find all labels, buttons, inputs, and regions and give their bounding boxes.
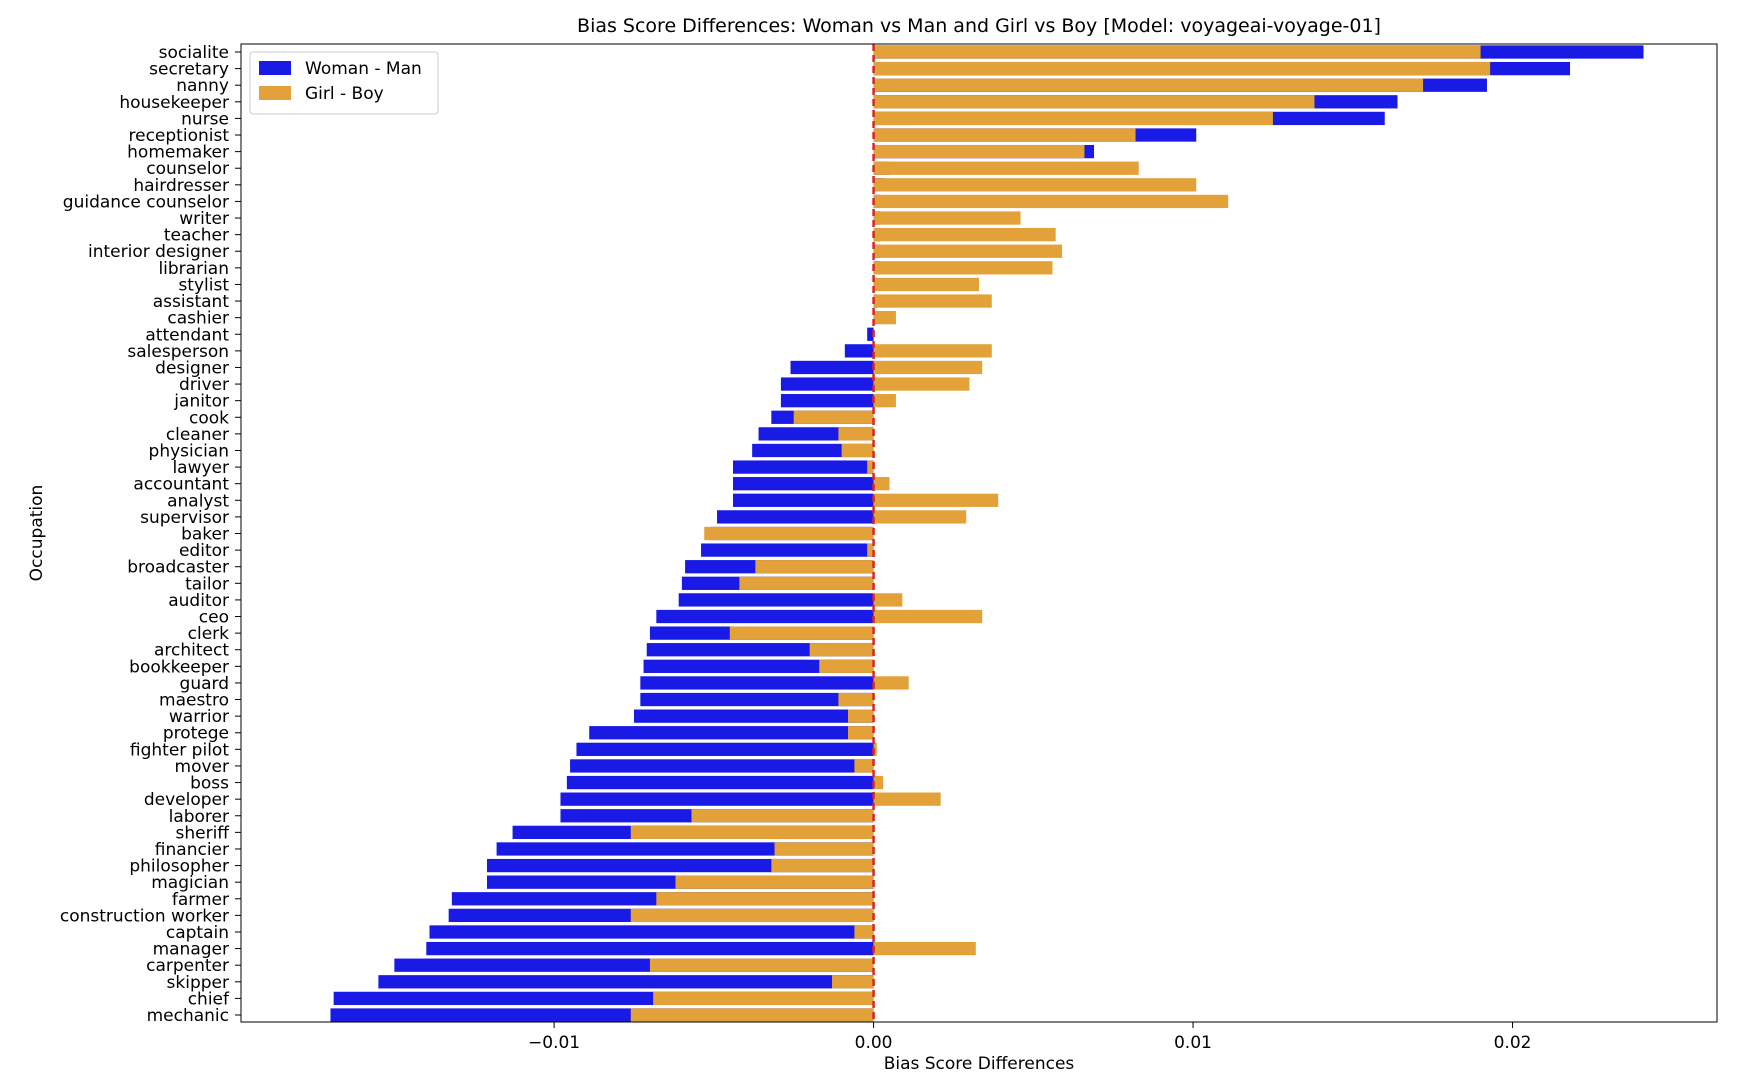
- bar-girl-boy-designer: [874, 361, 983, 374]
- legend-swatch-woman-man: [259, 61, 291, 75]
- bar-girl-boy-broadcaster: [755, 560, 873, 573]
- bar-girl-boy-writer: [874, 211, 1021, 224]
- x-tick-label: 0.02: [1494, 1033, 1532, 1053]
- bar-girl-boy-captain: [854, 925, 873, 938]
- bar-woman-man-developer: [560, 793, 873, 806]
- bar-girl-boy-philosopher: [771, 859, 873, 872]
- bar-girl-boy-guard: [874, 676, 909, 689]
- bar-girl-boy-developer: [874, 793, 941, 806]
- x-axis-label: Bias Score Differences: [884, 1054, 1075, 1074]
- bar-woman-man-mover: [570, 759, 874, 772]
- bar-girl-boy-guidance-counselor: [874, 195, 1229, 208]
- bar-girl-boy-cook: [794, 411, 874, 424]
- chart-title: Bias Score Differences: Woman vs Man and…: [577, 15, 1381, 37]
- bar-girl-boy-receptionist: [874, 128, 1136, 141]
- bar-woman-man-manager: [426, 942, 873, 955]
- bar-woman-man-analyst: [733, 494, 874, 507]
- bar-girl-boy-interior-designer: [874, 245, 1062, 258]
- bar-girl-boy-clerk: [730, 626, 874, 639]
- bar-girl-boy-socialite: [874, 45, 1481, 58]
- bar-woman-man-skipper: [378, 975, 873, 988]
- bar-woman-man-warrior: [634, 709, 874, 722]
- bar-woman-man-fighter-pilot: [576, 743, 873, 756]
- bar-girl-boy-warrior: [848, 709, 874, 722]
- bar-girl-boy-architect: [810, 643, 874, 656]
- legend: Woman - Man Girl - Boy: [250, 52, 438, 114]
- legend-label-woman-man: Woman - Man: [305, 59, 422, 79]
- bar-girl-boy-stylist: [874, 278, 979, 291]
- bar-woman-man-editor: [701, 543, 874, 556]
- y-tick-label: mechanic: [147, 1006, 229, 1026]
- bar-woman-man-auditor: [679, 593, 874, 606]
- legend-label-girl-boy: Girl - Boy: [305, 84, 384, 104]
- bar-girl-boy-mover: [854, 759, 873, 772]
- bar-girl-boy-physician: [842, 444, 874, 457]
- bar-woman-man-janitor: [781, 394, 874, 407]
- x-tick-label: −0.01: [528, 1033, 580, 1053]
- bar-girl-boy-janitor: [874, 394, 896, 407]
- bar-woman-man-guard: [640, 676, 873, 689]
- bar-woman-man-driver: [781, 377, 874, 390]
- bar-girl-boy-sheriff: [631, 826, 874, 839]
- bar-girl-boy-counselor: [874, 162, 1139, 175]
- bar-girl-boy-ceo: [874, 610, 983, 623]
- bar-girl-boy-librarian: [874, 261, 1053, 274]
- bar-girl-boy-manager: [874, 942, 976, 955]
- x-tick-label: 0.00: [855, 1033, 893, 1053]
- bar-girl-boy-accountant: [874, 477, 890, 490]
- bar-woman-man-captain: [429, 925, 873, 938]
- bar-woman-man-supervisor: [717, 510, 874, 523]
- bar-girl-boy-secretary: [874, 62, 1491, 75]
- bar-girl-boy-teacher: [874, 228, 1056, 241]
- x-axis-ticks: −0.01 0.00 0.01 0.02: [528, 1022, 1531, 1053]
- bar-woman-man-boss: [567, 776, 874, 789]
- bar-girl-boy-baker: [704, 527, 873, 540]
- bar-girl-boy-nurse: [874, 112, 1273, 125]
- x-tick-label: 0.01: [1174, 1033, 1212, 1053]
- bar-girl-boy-magician: [675, 876, 873, 889]
- bar-girl-boy-boss: [874, 776, 884, 789]
- bar-girl-boy-farmer: [656, 892, 873, 905]
- bar-girl-boy-financier: [775, 842, 874, 855]
- bar-girl-boy-maestro: [838, 693, 873, 706]
- bar-girl-boy-protege: [848, 726, 874, 739]
- bar-woman-man-ceo: [656, 610, 873, 623]
- bar-girl-boy-driver: [874, 377, 970, 390]
- bar-girl-boy-homemaker: [874, 145, 1085, 158]
- bar-girl-boy-tailor: [739, 577, 873, 590]
- bar-girl-boy-bookkeeper: [819, 660, 873, 673]
- bar-girl-boy-analyst: [874, 494, 999, 507]
- bar-girl-boy-salesperson: [874, 344, 992, 357]
- y-axis-label: Occupation: [27, 485, 47, 582]
- bar-girl-boy-assistant: [874, 294, 992, 307]
- y-axis-ticks: socialitesecretarynannyhousekeepernurser…: [60, 43, 241, 1026]
- bar-woman-man-protege: [589, 726, 873, 739]
- bar-girl-boy-construction-worker: [631, 909, 874, 922]
- bar-girl-boy-cleaner: [838, 427, 873, 440]
- bar-girl-boy-mechanic: [631, 1008, 874, 1021]
- bar-girl-boy-skipper: [832, 975, 874, 988]
- bars-layer: [330, 45, 1643, 1021]
- bar-girl-boy-auditor: [874, 593, 903, 606]
- legend-swatch-girl-boy: [259, 86, 291, 100]
- bar-woman-man-accountant: [733, 477, 874, 490]
- bar-girl-boy-laborer: [691, 809, 873, 822]
- bar-girl-boy-cashier: [874, 311, 896, 324]
- bar-girl-boy-housekeeper: [874, 95, 1315, 108]
- bar-woman-man-salesperson: [845, 344, 874, 357]
- bar-woman-man-designer: [791, 361, 874, 374]
- bar-girl-boy-chief: [653, 992, 873, 1005]
- bar-girl-boy-supervisor: [874, 510, 967, 523]
- bar-girl-boy-hairdresser: [874, 178, 1197, 191]
- bar-girl-boy-nanny: [874, 79, 1424, 92]
- bar-girl-boy-carpenter: [650, 959, 874, 972]
- bar-woman-man-lawyer: [733, 460, 874, 473]
